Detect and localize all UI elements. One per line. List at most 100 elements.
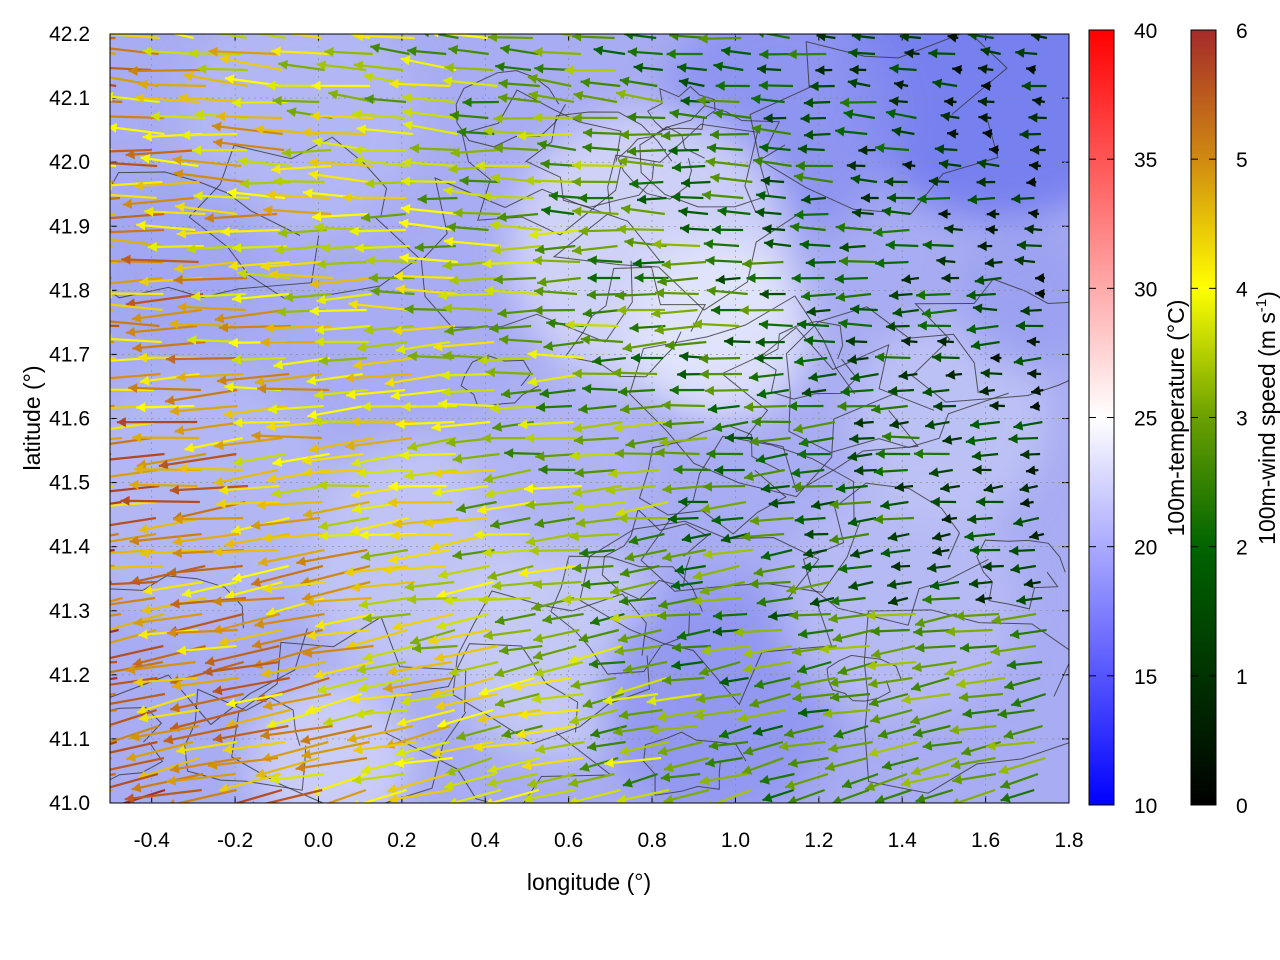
wind-arrow-head bbox=[360, 551, 371, 561]
wind-arrow-head bbox=[110, 632, 111, 635]
wind-arrow-head bbox=[121, 254, 131, 265]
contour-line bbox=[110, 707, 164, 781]
x-tick-labels: -0.4 -0.2 0.0 0.2 0.4 0.6 0.8 1.0 1.2 1.4 1.6 1.8 bbox=[134, 829, 1084, 852]
wind-arrow bbox=[167, 612, 244, 634]
contour-line bbox=[552, 123, 802, 311]
wind-arrow-head bbox=[711, 515, 721, 525]
wind-arrow-head bbox=[719, 729, 730, 739]
wind-arrow-head bbox=[477, 504, 487, 515]
wind-arrow-head bbox=[573, 435, 584, 446]
wind-arrow-head bbox=[837, 665, 848, 676]
wind-arrow-head bbox=[662, 484, 672, 494]
wind-arrow bbox=[110, 238, 163, 248]
wind-arrow-head bbox=[947, 128, 957, 139]
wind-arrow bbox=[181, 580, 238, 597]
wind-arrow-head bbox=[483, 126, 493, 137]
y-tick-label: 41.8 bbox=[49, 279, 90, 302]
wind-arrow-head bbox=[633, 62, 644, 73]
wind-arrow bbox=[518, 708, 580, 717]
wind-arrow-head bbox=[704, 385, 714, 396]
wind-arrow-head bbox=[1029, 530, 1040, 541]
wind-arrow-head bbox=[930, 496, 940, 507]
wind-arrow bbox=[171, 676, 240, 688]
wind-arrow-head bbox=[224, 538, 235, 549]
wind-arrow-head bbox=[98, 563, 107, 573]
wind-arrow bbox=[434, 692, 498, 709]
wind-arrow-head bbox=[699, 666, 710, 677]
wind-arrow-head bbox=[976, 496, 986, 507]
wind-arrow-head bbox=[448, 666, 459, 677]
wind-arrow-head bbox=[884, 176, 894, 187]
wind-arrow bbox=[177, 305, 246, 312]
wind-arrow-head bbox=[218, 322, 228, 333]
wind-arrow-head bbox=[925, 419, 935, 430]
wind-arrow-head bbox=[756, 190, 766, 201]
wind-arrow-head bbox=[435, 700, 445, 711]
wind-arrow-head bbox=[624, 237, 634, 248]
wind-arrow-head bbox=[834, 273, 844, 284]
wind-arrow-head bbox=[442, 303, 452, 314]
wind-arrow bbox=[478, 676, 535, 696]
wind-arrow-head bbox=[407, 46, 417, 57]
wind-arrow-head bbox=[169, 405, 180, 416]
wind-arrow-head bbox=[575, 517, 586, 528]
wind-arrow-head bbox=[692, 596, 702, 606]
wind-arrow-head bbox=[142, 46, 152, 57]
wind-arrow-head bbox=[97, 29, 106, 39]
wind-arrow bbox=[214, 436, 283, 448]
wind-arrow-head bbox=[481, 433, 491, 444]
wind-arrow bbox=[218, 628, 282, 645]
wind-arrow bbox=[263, 788, 323, 803]
wind-arrow-head bbox=[568, 654, 579, 665]
wind-arrow-head bbox=[232, 572, 243, 583]
wind-arrow bbox=[110, 532, 157, 543]
wind-arrow-head bbox=[1020, 449, 1030, 460]
wind-arrow-head bbox=[587, 255, 597, 266]
wind-arrow-head bbox=[252, 639, 262, 650]
wind-arrow-head bbox=[860, 193, 870, 203]
wind-arrow-head bbox=[396, 717, 407, 727]
wind-arrow-head bbox=[142, 131, 152, 142]
wind-arrow-head bbox=[404, 304, 414, 315]
wind-arrow-head bbox=[363, 324, 374, 335]
y-tick-label: 41.2 bbox=[49, 664, 90, 687]
wind-arrow bbox=[134, 180, 200, 188]
wind-arrow-head bbox=[132, 657, 143, 668]
wind-arrow-head bbox=[318, 520, 329, 531]
wind-arrow-head bbox=[749, 578, 759, 589]
wind-arrow bbox=[344, 436, 412, 448]
wind-arrow-head bbox=[407, 594, 417, 605]
wind-arrow-head bbox=[194, 109, 204, 120]
wind-arrow-head bbox=[801, 387, 812, 398]
wind-arrow bbox=[110, 324, 120, 328]
wind-arrow-head bbox=[431, 747, 442, 758]
wind-arrow-head bbox=[793, 423, 804, 434]
wind-arrow-head bbox=[875, 794, 885, 803]
wind-arrow-head bbox=[541, 205, 551, 216]
wind-arrow-head bbox=[608, 468, 618, 479]
wind-arrow-head bbox=[866, 660, 876, 671]
wind-arrow-head bbox=[482, 258, 492, 269]
wind-arrow-head bbox=[835, 292, 846, 302]
wind-arrow bbox=[346, 628, 408, 649]
wind-arrow-head bbox=[41, 780, 51, 790]
wind-arrow-head bbox=[352, 109, 362, 120]
wind-arrow-head bbox=[350, 525, 360, 535]
wind-arrow-head bbox=[891, 126, 902, 137]
wind-arrow-head bbox=[238, 156, 248, 167]
colorbar-tick-label: 35 bbox=[1134, 149, 1157, 172]
wind-arrow-head bbox=[96, 190, 105, 200]
wind-arrow-head bbox=[1003, 729, 1014, 740]
wind-arrow-head bbox=[762, 224, 772, 234]
wind-arrow-head bbox=[875, 448, 885, 459]
wind-arrow-head bbox=[829, 677, 839, 688]
wind-arrow-head bbox=[572, 487, 582, 498]
wind-arrow-head bbox=[891, 561, 901, 572]
wind-arrow bbox=[110, 125, 165, 136]
wind-arrow-head bbox=[352, 359, 363, 370]
wind-arrow bbox=[212, 612, 281, 633]
wind-arrow-head bbox=[573, 90, 584, 101]
wind-arrow-head bbox=[525, 499, 535, 510]
wind-arrow-head bbox=[664, 762, 674, 773]
